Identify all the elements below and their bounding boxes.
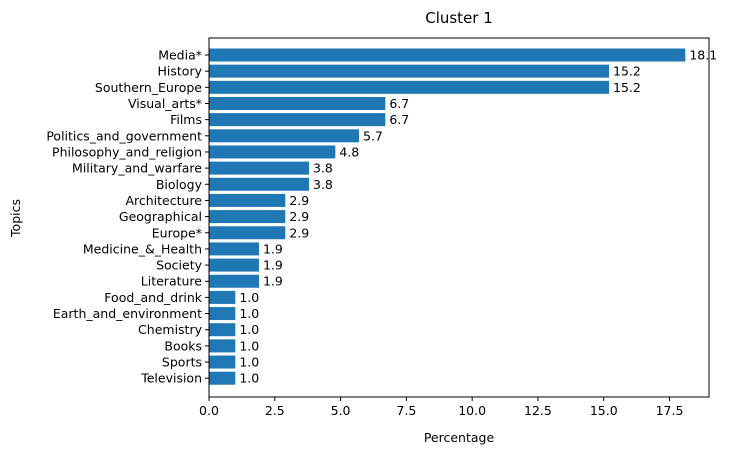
bar-value-label: 1.9	[263, 258, 283, 273]
bar	[209, 371, 236, 385]
bar-value-label: 1.9	[263, 274, 283, 289]
bar-value-label: 2.9	[289, 209, 309, 224]
bar-value-label: 6.7	[389, 96, 409, 111]
x-tick-label: 15.0	[590, 403, 618, 418]
bar	[209, 193, 286, 207]
y-tick-label: Films	[170, 112, 202, 127]
y-tick-label: Geographical	[119, 209, 202, 224]
bar-value-label: 1.0	[239, 322, 259, 337]
y-tick-label: Architecture	[125, 193, 202, 208]
bar-value-label: 6.7	[389, 112, 409, 127]
x-tick-label: 5.0	[331, 403, 351, 418]
bar-value-label: 3.8	[313, 161, 333, 176]
bar	[209, 113, 386, 127]
bar	[209, 290, 236, 304]
x-tick-label: 17.5	[656, 403, 684, 418]
y-tick-label: Media*	[158, 48, 202, 63]
y-tick-label: Books	[164, 338, 202, 353]
y-axis-label: Topics	[8, 199, 23, 238]
bar	[209, 226, 286, 240]
bar-value-label: 18.1	[689, 48, 717, 63]
plot-frame	[208, 37, 710, 398]
y-tick-label: Southern_Europe	[95, 80, 202, 95]
bar	[209, 210, 286, 224]
y-tick-label: Visual_arts*	[128, 96, 202, 111]
bar-value-label: 1.0	[239, 338, 259, 353]
x-tick-label: 12.5	[524, 403, 552, 418]
y-tick-label: Military_and_warfare	[72, 161, 202, 176]
x-axis: 0.0 2.5 5.0 7.5 10.0 12.5 15.0 17.5	[199, 397, 683, 418]
bar	[209, 145, 336, 159]
y-tick-label: History	[158, 64, 203, 79]
y-tick-label: Philosophy_and_religion	[52, 144, 202, 159]
bar	[209, 323, 236, 337]
bars-group	[209, 48, 686, 385]
bar-value-label: 1.0	[239, 355, 259, 370]
y-tick-label: Sports	[162, 355, 202, 370]
y-tick-label: Television	[140, 371, 202, 386]
y-tick-label: Medicine_&_Health	[83, 241, 202, 256]
bar-labels-group: 18.115.215.26.76.75.74.83.83.82.92.92.91…	[239, 48, 717, 386]
bar	[209, 129, 359, 143]
bar	[209, 258, 259, 272]
y-tick-label: Chemistry	[138, 322, 203, 337]
bar-value-label: 2.9	[289, 225, 309, 240]
bar	[209, 177, 309, 191]
bar-value-label: 1.0	[239, 371, 259, 386]
bar-value-label: 1.9	[263, 241, 283, 256]
bar-value-label: 2.9	[289, 193, 309, 208]
bar	[209, 274, 259, 288]
y-axis: Media*HistorySouthern_EuropeVisual_arts*…	[46, 48, 209, 386]
bar	[209, 242, 259, 256]
y-tick-label: Earth_and_environment	[53, 306, 202, 321]
bar-value-label: 15.2	[613, 80, 641, 95]
bar-value-label: 1.0	[239, 290, 259, 305]
bar-value-label: 5.7	[363, 128, 383, 143]
bar	[209, 307, 236, 321]
y-tick-label: Europe*	[152, 225, 202, 240]
x-tick-label: 10.0	[458, 403, 486, 418]
bar	[209, 339, 236, 353]
bar-value-label: 4.8	[339, 144, 359, 159]
bar	[209, 80, 609, 94]
bar-value-label: 3.8	[313, 177, 333, 192]
x-tick-label: 2.5	[265, 403, 285, 418]
y-tick-label: Biology	[156, 177, 203, 192]
bar-value-label: 15.2	[613, 64, 641, 79]
bar	[209, 64, 609, 78]
bar	[209, 48, 686, 62]
bar	[209, 355, 236, 369]
bar	[209, 161, 309, 175]
x-tick-label: 7.5	[396, 403, 416, 418]
x-axis-label: Percentage	[424, 430, 495, 445]
y-tick-label: Food_and_drink	[104, 290, 202, 305]
y-tick-label: Literature	[141, 274, 203, 289]
y-tick-label: Society	[156, 258, 203, 273]
chart-title: Cluster 1	[425, 9, 493, 27]
y-tick-label: Politics_and_government	[46, 128, 202, 143]
bar-value-label: 1.0	[239, 306, 259, 321]
bar	[209, 96, 386, 110]
x-tick-label: 0.0	[199, 403, 219, 418]
